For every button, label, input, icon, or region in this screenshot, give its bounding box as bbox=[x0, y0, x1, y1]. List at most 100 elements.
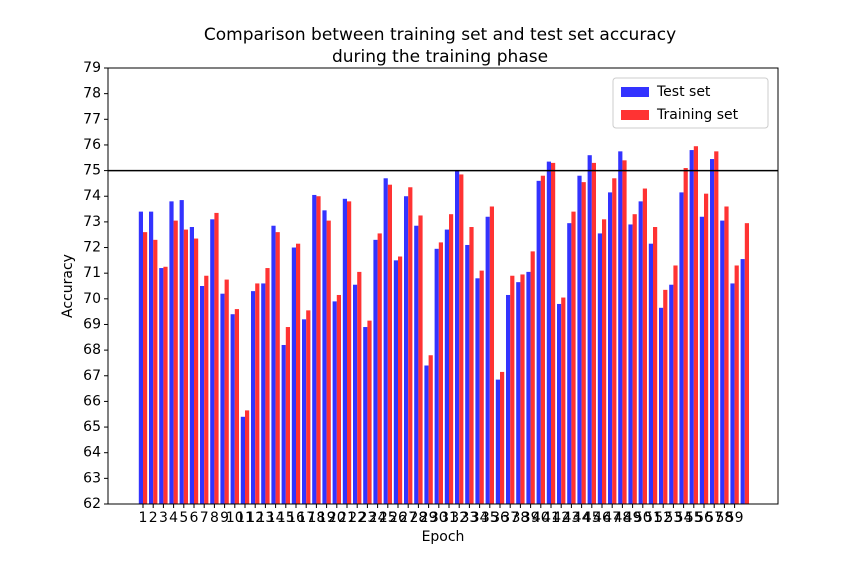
bar bbox=[189, 227, 194, 504]
bar bbox=[275, 232, 280, 504]
bar bbox=[642, 188, 647, 504]
x-tick-label: 11 bbox=[236, 510, 254, 526]
x-tick-label: 59 bbox=[726, 510, 744, 526]
x-tick-label: 4 bbox=[169, 510, 178, 526]
bar bbox=[663, 289, 668, 504]
bar bbox=[220, 293, 225, 504]
y-tick-label: 64 bbox=[83, 445, 101, 461]
y-tick-label: 69 bbox=[83, 316, 101, 332]
bar bbox=[234, 309, 239, 504]
bar bbox=[332, 301, 337, 504]
y-tick-label: 74 bbox=[83, 188, 101, 204]
x-tick-label: 45 bbox=[583, 510, 601, 526]
bar bbox=[540, 175, 545, 504]
legend-box bbox=[612, 77, 769, 129]
bar bbox=[414, 225, 419, 504]
bar bbox=[347, 201, 352, 505]
bar bbox=[506, 294, 511, 504]
bar bbox=[255, 283, 260, 504]
bar bbox=[302, 319, 307, 504]
x-tick-label: 37 bbox=[501, 510, 519, 526]
bar bbox=[271, 225, 276, 504]
bar bbox=[163, 266, 168, 504]
y-tick-label: 68 bbox=[83, 342, 101, 358]
bar bbox=[577, 175, 582, 504]
bar bbox=[353, 284, 358, 504]
bar bbox=[316, 196, 321, 504]
x-tick-label: 41 bbox=[542, 510, 560, 526]
bar bbox=[200, 286, 205, 504]
x-tick-label: 27 bbox=[399, 510, 417, 526]
x-tick-label: 54 bbox=[675, 510, 693, 526]
bar bbox=[516, 282, 521, 504]
bar bbox=[404, 196, 409, 504]
x-axis-label: Epoch bbox=[422, 529, 465, 545]
bar bbox=[744, 223, 749, 504]
x-tick-label: 18 bbox=[307, 510, 325, 526]
x-tick-label: 34 bbox=[471, 510, 489, 526]
bar bbox=[159, 268, 164, 504]
bar bbox=[475, 278, 480, 504]
bar bbox=[444, 229, 449, 504]
y-tick-label: 76 bbox=[83, 137, 101, 153]
bar bbox=[459, 174, 464, 504]
bar bbox=[204, 275, 209, 504]
bar bbox=[510, 275, 515, 504]
bar bbox=[245, 410, 250, 504]
bar bbox=[383, 178, 388, 504]
bar bbox=[336, 294, 341, 504]
bar bbox=[265, 268, 270, 504]
bar bbox=[587, 155, 592, 504]
bar bbox=[489, 206, 494, 504]
bar bbox=[612, 178, 617, 504]
bar bbox=[734, 265, 739, 504]
bar bbox=[428, 355, 433, 504]
bar bbox=[479, 270, 484, 504]
bar bbox=[465, 244, 470, 504]
bar bbox=[194, 238, 199, 504]
x-tick-label: 16 bbox=[287, 510, 305, 526]
x-tick-label: 5 bbox=[179, 510, 188, 526]
bar bbox=[418, 215, 423, 504]
bar bbox=[138, 211, 143, 504]
y-tick-label: 65 bbox=[83, 419, 101, 435]
bar bbox=[373, 239, 378, 504]
legend-label: Training set bbox=[656, 107, 739, 123]
bar bbox=[291, 247, 296, 504]
bar bbox=[322, 210, 327, 504]
x-tick-label: 53 bbox=[664, 510, 682, 526]
bar bbox=[704, 193, 709, 504]
bar bbox=[567, 223, 572, 504]
bar bbox=[693, 146, 698, 505]
bar bbox=[169, 201, 174, 505]
x-tick-label: 10 bbox=[226, 510, 244, 526]
bar bbox=[438, 242, 443, 504]
x-tick-label: 19 bbox=[318, 510, 336, 526]
x-tick-label: 31 bbox=[440, 510, 458, 526]
bar bbox=[724, 206, 729, 504]
y-tick-label: 73 bbox=[83, 214, 101, 230]
bar bbox=[659, 307, 664, 504]
bar bbox=[357, 271, 362, 504]
plot-frame bbox=[107, 67, 779, 505]
bar bbox=[214, 212, 219, 504]
legend-swatch bbox=[621, 110, 649, 120]
x-tick-label: 46 bbox=[593, 510, 611, 526]
x-tick-label: 7 bbox=[200, 510, 209, 526]
x-tick-label: 48 bbox=[613, 510, 631, 526]
bar bbox=[377, 233, 382, 504]
x-tick-label: 12 bbox=[246, 510, 264, 526]
y-tick-label: 79 bbox=[83, 60, 101, 76]
x-tick-label: 24 bbox=[369, 510, 387, 526]
bar bbox=[251, 291, 256, 504]
bar bbox=[710, 159, 715, 504]
x-tick-label: 25 bbox=[379, 510, 397, 526]
bar bbox=[500, 371, 505, 504]
bar bbox=[551, 162, 556, 505]
bar bbox=[153, 239, 158, 504]
bar bbox=[210, 219, 215, 505]
x-tick-label: 57 bbox=[705, 510, 723, 526]
bar bbox=[469, 227, 474, 504]
x-tick-label: 44 bbox=[573, 510, 591, 526]
